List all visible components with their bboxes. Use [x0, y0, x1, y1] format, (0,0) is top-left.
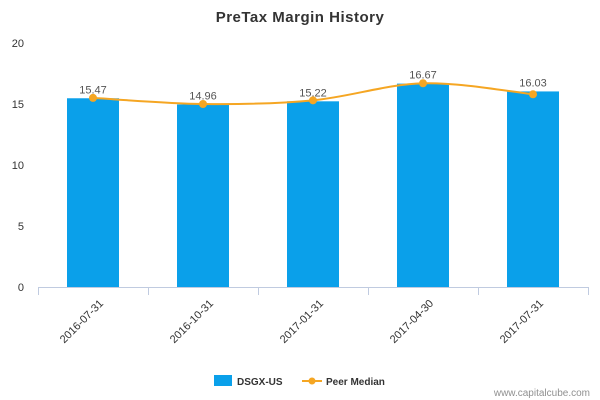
- data-label-2016-10-31: 14.96: [189, 90, 217, 102]
- y-axis: 0 5 10 15 20: [12, 38, 24, 294]
- data-label-2017-07-31: 16.03: [519, 77, 547, 89]
- peer-median-point-2017-01-31: [309, 96, 317, 105]
- peer-median-point-2017-04-30: [419, 79, 427, 88]
- bar-2016-07-31: [67, 98, 119, 288]
- chart-title: PreTax Margin History: [216, 9, 385, 26]
- y-tick-label: 15: [12, 99, 24, 111]
- bar-2017-01-31: [287, 101, 339, 287]
- x-tick-label: 2016-07-31: [58, 298, 106, 346]
- peer-median-point-2016-07-31: [89, 93, 97, 102]
- x-axis: [38, 287, 589, 295]
- data-labels: 15.47 14.96 15.22 16.67 16.03: [79, 70, 547, 103]
- x-tick-label: 2017-04-30: [388, 298, 436, 346]
- data-label-2016-07-31: 15.47: [79, 84, 107, 96]
- legend-swatch-dsgx: [214, 375, 232, 386]
- bar-series: [67, 83, 559, 288]
- peer-median-point-2017-07-31: [529, 90, 537, 99]
- legend-label-dsgx: DSGX-US: [237, 377, 283, 388]
- x-tick-labels: 2016-07-31 2016-10-31 2017-01-31 2017-04-30…: [58, 298, 546, 346]
- legend-swatch-peer-marker: [308, 377, 316, 385]
- y-tick-label: 20: [12, 38, 24, 50]
- y-tick-label: 10: [12, 160, 24, 172]
- bar-2016-10-31: [177, 104, 229, 287]
- legend-label-peer: Peer Median: [326, 377, 385, 388]
- legend: DSGX-US Peer Median: [214, 375, 385, 388]
- x-tick-label: 2017-01-31: [278, 298, 326, 346]
- data-label-2017-01-31: 15.22: [299, 87, 327, 99]
- x-tick-label: 2017-07-31: [498, 298, 546, 346]
- x-tick-label: 2016-10-31: [168, 298, 216, 346]
- peer-median-point-2016-10-31: [199, 100, 207, 108]
- credit-text: www.capitalcube.com: [493, 388, 590, 399]
- y-tick-label: 5: [18, 221, 24, 233]
- data-label-2017-04-30: 16.67: [409, 70, 437, 82]
- bar-2017-07-31: [507, 91, 559, 288]
- line-series: [89, 79, 537, 108]
- bar-2017-04-30: [397, 83, 449, 287]
- y-tick-label: 0: [18, 282, 24, 294]
